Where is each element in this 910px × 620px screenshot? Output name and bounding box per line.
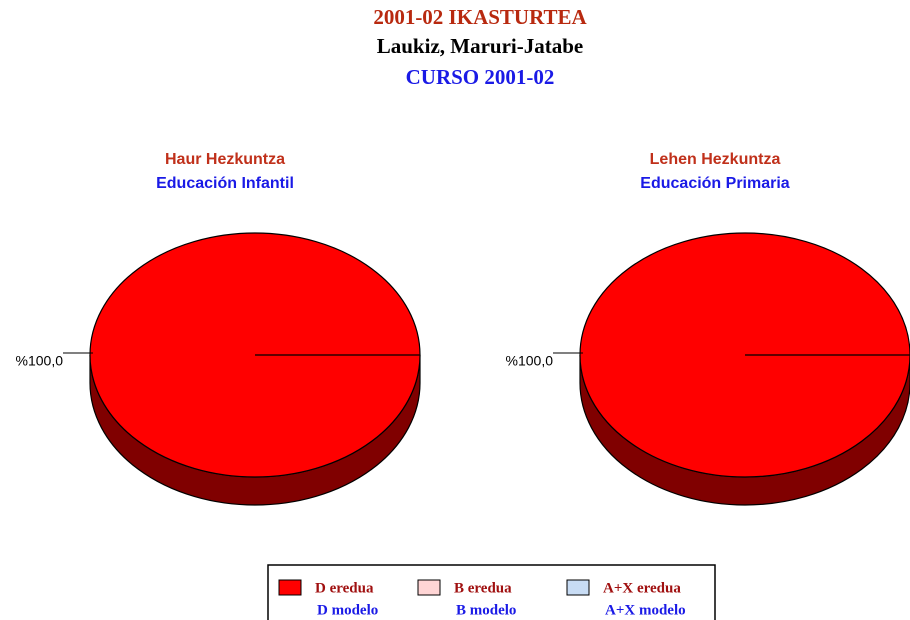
header-subtitle: CURSO 2001-02	[406, 65, 555, 89]
pie-subtitle: Educación Infantil	[156, 175, 294, 192]
legend-label-es: B modelo	[456, 602, 516, 618]
value-label: %100,0	[506, 353, 554, 369]
pie-title: Lehen Hezkuntza	[650, 151, 781, 168]
legend-swatch	[417, 579, 441, 596]
legend-swatch	[278, 579, 302, 596]
pie-title: Haur Hezkuntza	[165, 151, 285, 168]
pie-slice	[579, 232, 910, 478]
legend-label: A+X eredua	[603, 580, 681, 596]
legend-label: B eredua	[454, 580, 512, 596]
legend-label-es: D modelo	[317, 602, 378, 618]
legend-label: D eredua	[315, 580, 374, 596]
pie-slice	[89, 232, 421, 478]
legend-box	[267, 564, 716, 620]
legend-label-es: A+X modelo	[605, 602, 686, 618]
header-place: Laukiz, Maruri-Jatabe	[377, 34, 583, 58]
pie-subtitle: Educación Primaria	[640, 175, 789, 192]
header-title: 2001-02 IKASTURTEA	[373, 5, 587, 29]
value-label: %100,0	[16, 353, 64, 369]
legend-swatch	[566, 579, 590, 596]
